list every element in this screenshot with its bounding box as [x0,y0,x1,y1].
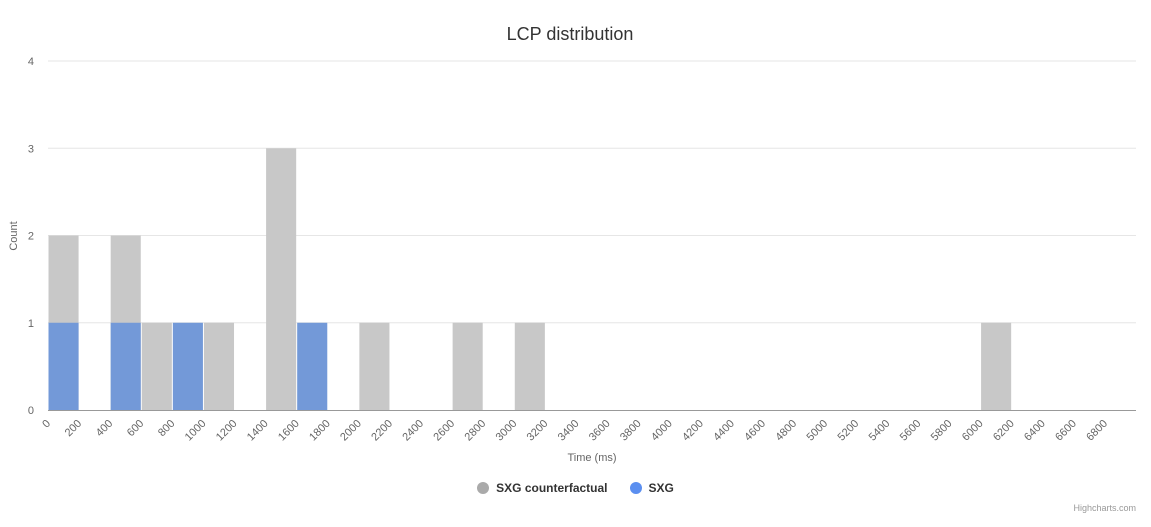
x-tick-label: 4400 [711,418,737,444]
legend-marker-icon [629,482,642,494]
x-tick-label: 3400 [556,418,582,444]
histogram-bar [266,148,297,410]
x-tick-label: 1400 [245,418,271,444]
credits-link[interactable]: Highcharts.com [1073,503,1136,513]
x-tick-label: 4000 [649,418,675,444]
x-tick-label: 800 [156,418,177,439]
x-tick-label: 6600 [1053,418,1079,444]
x-tick-label: 6800 [1084,418,1110,444]
chart-title: LCP distribution [507,24,634,44]
x-axis-label: Time (ms) [567,452,616,464]
y-tick-label: 2 [28,231,34,243]
y-tick-label: 0 [28,405,34,417]
x-tick-label: 6000 [960,418,986,444]
x-tick-label: 3800 [618,418,644,444]
x-tick-label: 200 [63,418,84,439]
histogram-bar [452,322,483,410]
x-tick-label: 6200 [991,418,1017,444]
legend-item-sxg[interactable]: SXG [629,481,674,495]
x-tick-label: 3600 [587,418,613,444]
y-tick-label: 1 [28,318,34,330]
histogram-bar [203,322,235,410]
x-tick-label: 2200 [369,418,395,444]
x-tick-label: 4800 [773,418,799,444]
histogram-bar [141,322,172,410]
x-tick-label: 3000 [494,418,520,444]
x-tick-label: 5600 [898,418,924,444]
x-tick-label: 0 [40,418,53,431]
x-tick-label: 600 [125,418,146,439]
x-tick-label: 1200 [214,418,240,444]
x-tick-label: 6400 [1022,418,1048,444]
x-tick-label: 4200 [680,418,706,444]
x-tick-label: 2800 [463,418,489,444]
histogram-bar [172,322,203,410]
x-tick-label: 2000 [338,418,364,444]
histogram-bar [514,322,545,410]
x-tick-label: 2600 [431,418,457,444]
x-tick-label: 2400 [400,418,426,444]
histogram-bar [297,322,328,410]
histogram-bar [110,322,141,410]
legend-item-sxg-counterfactual[interactable]: SXG counterfactual [477,481,608,495]
y-tick-label: 3 [28,143,34,155]
x-tick-label: 5400 [867,418,893,444]
legend-label: SXG [648,481,674,495]
x-tick-label: 5200 [836,418,862,444]
x-tick-label: 1600 [276,418,302,444]
histogram-bar [981,322,1012,410]
legend-marker-icon [477,482,490,494]
legend: SXG counterfactual SXG [0,481,1151,495]
y-axis-label: Count [8,221,20,250]
histogram-bar [48,322,79,410]
x-tick-label: 5000 [804,418,830,444]
x-tick-label: 400 [94,418,115,439]
x-tick-label: 3200 [525,418,551,444]
legend-label: SXG counterfactual [496,481,608,495]
x-tick-label: 5800 [929,418,955,444]
x-tick-label: 4600 [742,418,768,444]
y-tick-label: 4 [28,56,34,68]
x-tick-label: 1800 [307,418,333,444]
histogram-bar [359,322,390,410]
x-tick-label: 1000 [183,418,209,444]
